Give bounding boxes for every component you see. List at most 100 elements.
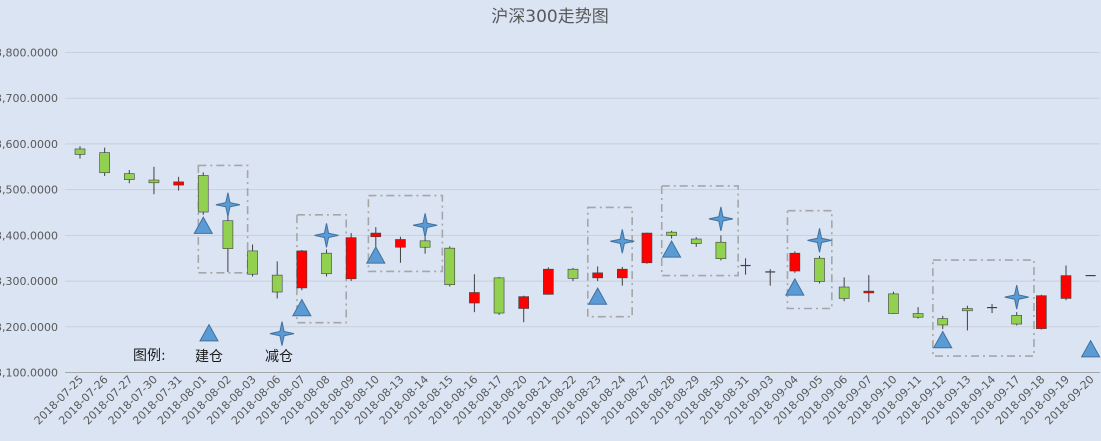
build-marker	[587, 287, 608, 305]
candle-body	[592, 272, 603, 279]
candle-body	[690, 238, 702, 244]
candle-body	[296, 250, 308, 289]
candle-body	[912, 313, 924, 318]
candle	[419, 237, 431, 254]
legend-build-marker	[199, 323, 219, 342]
candle	[271, 261, 283, 299]
candle-body	[543, 268, 554, 295]
candle	[616, 266, 628, 286]
candle	[321, 249, 332, 277]
candle-body	[518, 296, 530, 309]
candle	[296, 249, 308, 291]
grid-lines	[65, 52, 1100, 373]
candle	[740, 258, 751, 275]
candle-body	[616, 268, 628, 279]
candle-body	[493, 277, 505, 314]
legend-reduce-marker	[269, 321, 295, 346]
candle-body	[1036, 295, 1047, 329]
candle-body	[789, 252, 801, 272]
build-marker	[292, 298, 312, 317]
candle	[444, 246, 456, 287]
candle	[912, 307, 924, 319]
candle	[838, 277, 850, 302]
candle-body	[197, 175, 209, 213]
candle	[99, 147, 110, 176]
candle	[641, 232, 653, 264]
candle-body	[74, 148, 86, 155]
candle	[247, 244, 258, 277]
y-tick-label: 3,600.0000	[0, 138, 58, 151]
reduce-marker	[1004, 284, 1029, 310]
candle-body	[99, 152, 110, 174]
candle	[518, 295, 530, 323]
reduce-marker	[215, 192, 241, 217]
build-marker	[785, 277, 805, 296]
signal-box	[660, 185, 739, 277]
candle	[863, 275, 875, 303]
candle-body	[863, 290, 875, 294]
candle-body	[838, 286, 850, 299]
candle-body	[247, 250, 258, 275]
x-axis: 2018-07-252018-07-262018-07-272018-07-30…	[32, 373, 1097, 427]
signal-box	[932, 259, 1035, 357]
candle-body	[1060, 275, 1072, 299]
signal-box	[786, 209, 833, 310]
candle-body	[370, 232, 382, 238]
candle-body	[321, 252, 332, 275]
reduce-marker	[314, 223, 339, 248]
candle-body	[395, 239, 406, 248]
legend-build-label: 建仓	[195, 349, 223, 365]
candle-body	[937, 318, 949, 326]
candle-body	[888, 293, 899, 314]
reduce-marker	[807, 228, 832, 253]
candle	[1060, 265, 1072, 301]
reduce-marker	[610, 229, 635, 254]
candles	[74, 146, 1096, 331]
candle	[666, 230, 677, 239]
build-marker	[932, 330, 953, 349]
candle	[1036, 294, 1047, 330]
signal-markers	[193, 192, 1101, 358]
reduce-marker	[708, 206, 734, 232]
candle	[469, 274, 480, 313]
candle	[74, 146, 86, 159]
candle	[1011, 312, 1023, 326]
candle-body	[1011, 315, 1023, 325]
candle-body	[222, 220, 234, 249]
y-tick-label: 3,800.0000	[0, 47, 58, 60]
y-tick-label: 3,300.0000	[0, 275, 58, 288]
legend-label: 图例:	[133, 348, 166, 364]
candle	[987, 303, 998, 314]
candle-body	[173, 181, 184, 186]
chart-title: 沪深300走势图	[491, 7, 608, 27]
candle	[962, 305, 973, 331]
signal-box	[367, 194, 444, 273]
legend-reduce-label: 减仓	[265, 349, 293, 365]
candle-body	[715, 241, 727, 259]
candle	[592, 266, 603, 282]
legend: 图例: 建仓 减仓	[133, 321, 295, 365]
build-marker	[193, 216, 214, 234]
candle-body	[814, 257, 825, 282]
build-marker	[1080, 339, 1101, 358]
candle-body	[469, 292, 480, 304]
candle-body	[444, 247, 456, 286]
candle-body	[962, 308, 973, 312]
candle	[395, 236, 406, 263]
candle	[937, 315, 949, 330]
candle-body	[567, 268, 579, 279]
candle-body	[124, 173, 135, 180]
candle	[765, 269, 776, 286]
y-tick-label: 3,700.0000	[0, 92, 58, 105]
candle-body	[345, 237, 357, 280]
y-axis: 3,100.0000 3,200.0000 3,300.0000 3,400.0000…	[0, 47, 58, 380]
y-tick-label: 3,100.0000	[0, 367, 58, 380]
candle	[124, 169, 135, 184]
candle-body	[271, 274, 283, 293]
y-tick-label: 3,200.0000	[0, 321, 58, 334]
candle-body	[641, 232, 653, 264]
candle-body	[148, 179, 160, 184]
build-marker	[365, 245, 386, 264]
y-tick-label: 3,500.0000	[0, 184, 58, 197]
